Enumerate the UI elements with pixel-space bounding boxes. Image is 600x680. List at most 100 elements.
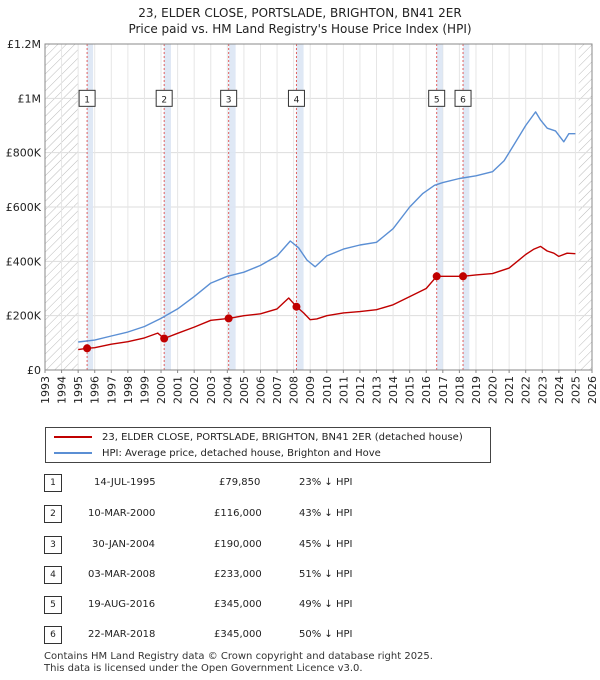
y-tick-label: £400K	[6, 255, 42, 268]
legend-label-hpi: HPI: Average price, detached house, Brig…	[102, 447, 381, 459]
transaction-price: £116,000	[214, 508, 262, 519]
y-tick-label: £1.2M	[7, 38, 41, 51]
transaction-hpi-diff: 50% ↓ HPI	[299, 629, 353, 640]
x-tick-label: 2013	[371, 376, 384, 404]
footer-licence: This data is licensed under the Open Gov…	[44, 663, 363, 674]
sale-point	[160, 334, 169, 343]
transaction-hpi-diff: 51% ↓ HPI	[299, 569, 353, 580]
transaction-number: 6	[44, 626, 62, 644]
transaction-number: 3	[44, 536, 62, 554]
x-tick-label: 2025	[569, 376, 582, 404]
x-tick-label: 2000	[155, 376, 168, 404]
x-tick-label: 2023	[536, 376, 549, 404]
x-tick-label: 2008	[288, 376, 301, 404]
x-tick-label: 2016	[420, 376, 433, 404]
sale-point	[292, 302, 301, 311]
legend-line-property	[54, 436, 92, 438]
transaction-price: £345,000	[214, 629, 262, 640]
y-tick-label: £800K	[6, 147, 42, 160]
x-tick-label: 2026	[586, 376, 599, 404]
x-tick-label: 2004	[221, 376, 234, 404]
x-tick-label: 2005	[238, 376, 251, 404]
x-tick-label: 1998	[122, 376, 135, 404]
x-tick-label: 1997	[105, 376, 118, 404]
transaction-hpi-diff: 45% ↓ HPI	[299, 539, 353, 550]
x-tick-label: 2003	[205, 376, 218, 404]
footer-copyright: Contains HM Land Registry data © Crown c…	[44, 651, 433, 662]
sale-label: 5	[434, 95, 440, 105]
sale-label: 1	[84, 95, 90, 105]
y-tick-label: £1M	[18, 92, 42, 105]
sale-label: 3	[226, 95, 232, 105]
x-tick-label: 2001	[172, 376, 185, 404]
transaction-date: 22-MAR-2018	[88, 629, 156, 640]
sale-band	[296, 44, 304, 370]
sale-label: 2	[161, 95, 167, 105]
transaction-number: 1	[44, 474, 62, 492]
transaction-hpi-diff: 43% ↓ HPI	[299, 508, 353, 519]
sale-band	[87, 44, 94, 370]
x-tick-label: 1999	[138, 376, 151, 404]
chart-subtitle: Price paid vs. HM Land Registry's House …	[128, 22, 472, 36]
transaction-hpi-diff: 23% ↓ HPI	[299, 477, 353, 488]
sale-label-box	[454, 89, 472, 107]
x-tick-label: 2024	[553, 376, 566, 404]
x-tick-label: 2019	[470, 376, 483, 404]
sale-point	[432, 272, 441, 281]
sale-point	[459, 272, 468, 281]
x-tick-label: 1995	[72, 376, 85, 404]
transaction-date: 10-MAR-2000	[88, 508, 156, 519]
sale-band	[164, 44, 171, 370]
x-tick-label: 1996	[89, 376, 102, 404]
x-tick-label: 2002	[188, 376, 201, 404]
x-tick-label: 2017	[437, 376, 450, 404]
series-line-hpi	[78, 111, 576, 343]
sale-label-box	[428, 89, 446, 107]
legend-item-property: 23, ELDER CLOSE, PORTSLADE, BRIGHTON, BN…	[54, 430, 463, 444]
x-tick-label: 2021	[503, 376, 516, 404]
legend-label-property: 23, ELDER CLOSE, PORTSLADE, BRIGHTON, BN…	[102, 431, 463, 443]
x-tick-label: 2018	[453, 376, 466, 404]
sale-label-box	[155, 89, 173, 107]
transaction-date: 19-AUG-2016	[88, 599, 156, 610]
x-tick-label: 2012	[354, 376, 367, 404]
sale-band	[463, 44, 470, 370]
sale-label-box	[78, 89, 96, 107]
sale-label: 4	[294, 95, 300, 105]
y-tick-label: £600K	[6, 201, 42, 214]
x-tick-label: 2007	[271, 376, 284, 404]
sale-label: 6	[460, 95, 466, 105]
sale-point	[83, 344, 92, 353]
transaction-hpi-diff: 49% ↓ HPI	[299, 599, 353, 610]
chart-title: 23, ELDER CLOSE, PORTSLADE, BRIGHTON, BN…	[138, 6, 462, 20]
x-tick-label: 2020	[487, 376, 500, 404]
sale-band	[436, 44, 443, 370]
y-tick-label: £200K	[6, 310, 42, 323]
x-tick-label: 2006	[254, 376, 267, 404]
sale-label-box	[220, 89, 238, 107]
transaction-date: 03-MAR-2008	[88, 569, 156, 580]
footer: Contains HM Land Registry data © Crown c…	[44, 651, 433, 675]
transaction-price: £233,000	[214, 569, 262, 580]
transaction-price: £345,000	[214, 599, 262, 610]
y-tick-label: £0	[27, 364, 41, 377]
plot-frame	[44, 43, 593, 371]
sale-point	[224, 314, 233, 323]
sale-band	[228, 44, 236, 370]
x-tick-label: 2010	[321, 376, 334, 404]
chart-area: 1 2 3 4 5 6 £0 £200K £400K £600K £800K £1M £1.2M 199…	[6, 38, 599, 404]
x-tick-label: 2015	[404, 376, 417, 404]
x-tick-label: 2022	[520, 376, 533, 404]
transaction-number: 2	[44, 505, 62, 523]
x-tick-label: 1994	[56, 376, 69, 404]
transaction-number: 4	[44, 566, 62, 584]
x-tick-label: 2011	[337, 376, 350, 404]
transaction-date: 14-JUL-1995	[94, 477, 156, 488]
x-tick-label: 2009	[304, 376, 317, 404]
legend-item-hpi: HPI: Average price, detached house, Brig…	[54, 446, 381, 460]
transaction-price: £79,850	[219, 477, 261, 488]
x-tick-label: 1993	[39, 376, 52, 404]
transaction-number: 5	[44, 596, 62, 614]
transaction-date: 30-JAN-2004	[92, 539, 156, 550]
x-tick-label: 2014	[387, 376, 400, 404]
